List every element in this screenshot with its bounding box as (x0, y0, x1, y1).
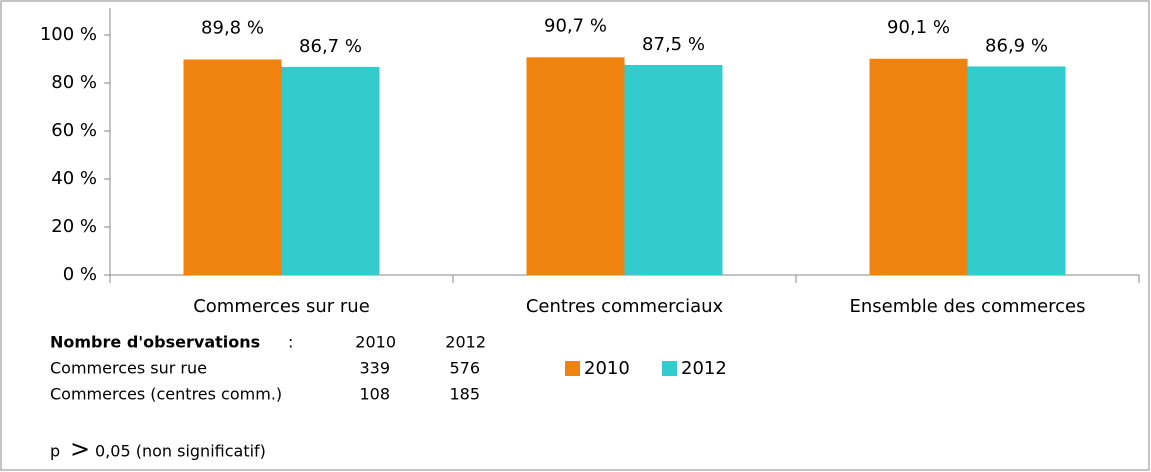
footnote-symbol: > (70, 435, 90, 463)
footnote-p: p (50, 442, 60, 461)
value-label: 89,8 % (201, 17, 264, 38)
bar (281, 66, 380, 275)
value-label: 87,5 % (642, 34, 705, 55)
x-tick-label: Commerces sur rue (193, 296, 370, 317)
y-tick-label: 20 % (51, 216, 97, 237)
observations-value: 108 (359, 385, 390, 404)
bar (869, 58, 968, 276)
value-label: 90,7 % (544, 15, 607, 36)
value-label: 86,7 % (299, 36, 362, 57)
value-label: 90,1 % (887, 17, 950, 38)
y-tick-label: 40 % (51, 168, 97, 189)
bar (967, 66, 1066, 275)
observations-separator: : (288, 333, 293, 352)
bar (183, 59, 282, 276)
value-label: 86,9 % (985, 35, 1048, 56)
y-tick-label: 100 % (40, 24, 97, 45)
bar (526, 57, 625, 275)
observations-column: 2012 (445, 333, 486, 352)
legend-swatch (565, 361, 580, 376)
footnote-text: 0,05 (non significatif) (95, 442, 266, 461)
observations-row-name: Commerces (centres comm.) (50, 385, 282, 404)
y-tick-label: 60 % (51, 120, 97, 141)
y-tick-label: 0 % (63, 264, 97, 285)
observations-row-name: Commerces sur rue (50, 359, 207, 378)
bar (624, 65, 723, 275)
observations-column: 2010 (355, 333, 396, 352)
x-tick-label: Ensemble des commerces (850, 296, 1086, 317)
observations-label: Nombre d'observations (50, 333, 260, 352)
x-tick-label: Centres commerciaux (526, 296, 724, 317)
legend-label: 2010 (584, 358, 630, 379)
observations-value: 576 (449, 359, 480, 378)
legend-swatch (662, 361, 677, 376)
y-tick-label: 80 % (51, 72, 97, 93)
observations-value: 185 (449, 385, 480, 404)
legend-label: 2012 (681, 358, 727, 379)
observations-value: 339 (359, 359, 390, 378)
